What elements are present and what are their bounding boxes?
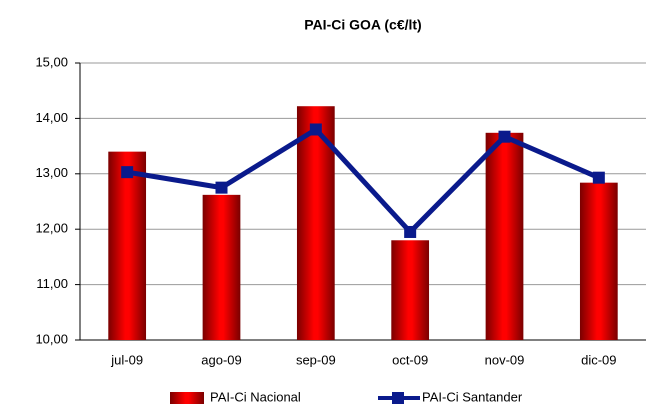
marker: [309, 123, 322, 136]
x-tick-label: jul-09: [110, 352, 143, 367]
x-tick-label: ago-09: [201, 352, 241, 367]
y-tick-label: 11,00: [36, 276, 68, 291]
y-tick-label: 13,00: [35, 165, 68, 180]
bar: [202, 194, 241, 340]
bar: [391, 240, 430, 340]
marker: [215, 181, 228, 194]
bar: [579, 182, 618, 340]
x-tick-label: oct-09: [392, 352, 428, 367]
line: [126, 126, 600, 235]
y-tick-label: 12,00: [35, 221, 68, 236]
legend-marker: [392, 392, 404, 404]
marker: [121, 166, 134, 179]
chart-title: PAI-Ci GOA (c€/lt): [304, 17, 421, 33]
x-tick-label: sep-09: [296, 352, 336, 367]
y-tick-label: 14,00: [35, 110, 68, 125]
bar: [108, 151, 147, 340]
marker: [498, 130, 511, 143]
x-tick-label: nov-09: [485, 352, 525, 367]
legend-label: PAI-Ci Santander: [422, 389, 523, 404]
x-tick-label: dic-09: [581, 352, 616, 367]
y-tick-label: 10,00: [35, 331, 68, 346]
marker: [592, 171, 605, 184]
y-tick-label: 15,00: [35, 54, 68, 69]
marker: [404, 225, 417, 238]
bar: [485, 132, 524, 340]
legend-label: PAI-Ci Nacional: [210, 389, 301, 404]
legend-swatch: [170, 392, 204, 404]
